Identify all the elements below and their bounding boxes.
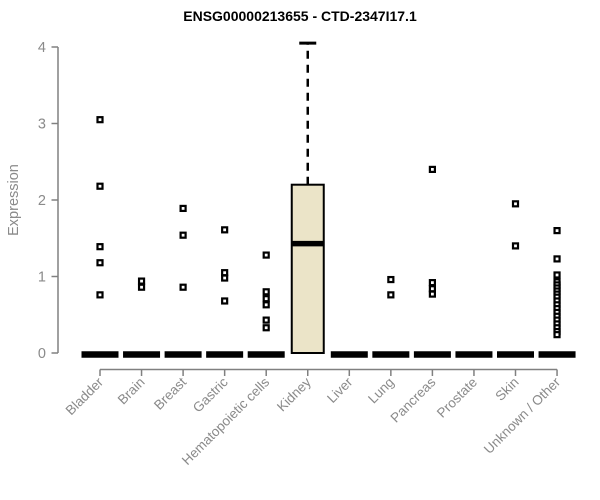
x-tick-label: Liver <box>324 374 356 406</box>
x-tick-label: Breast <box>151 374 189 412</box>
data-point <box>221 274 229 282</box>
data-point <box>179 283 187 291</box>
data-point <box>137 277 146 285</box>
data-point <box>221 297 229 305</box>
data-point <box>221 269 229 277</box>
data-point <box>221 226 229 234</box>
data-point <box>262 251 270 259</box>
data-point <box>428 285 436 293</box>
x-tick-label: Prostate <box>434 375 480 421</box>
data-point <box>96 259 104 267</box>
data-point <box>262 288 270 296</box>
y-tick-label: 3 <box>38 117 46 133</box>
x-tick-label: Bladder <box>63 374 107 418</box>
data-point <box>262 324 270 332</box>
data-point <box>428 290 436 298</box>
data-point <box>387 291 395 299</box>
data-point <box>262 295 270 303</box>
y-tick-label: 1 <box>38 270 46 286</box>
data-point <box>262 301 270 309</box>
data-point <box>428 165 436 173</box>
data-point <box>96 116 104 124</box>
data-point <box>553 331 561 339</box>
x-tick-label: Brain <box>115 375 148 408</box>
x-tick-label: Kidney <box>274 374 314 414</box>
x-tick-label: Gastric <box>190 374 231 415</box>
data-point <box>511 242 520 250</box>
data-point <box>137 283 146 291</box>
data-point <box>553 271 561 279</box>
data-point <box>428 279 436 287</box>
data-point <box>96 291 104 299</box>
y-tick-label: 0 <box>38 346 46 362</box>
x-tick-label: Lung <box>365 375 397 407</box>
data-point <box>96 182 104 190</box>
data-point <box>96 243 104 251</box>
data-point <box>553 227 561 235</box>
data-point <box>387 275 395 284</box>
x-tick-label: Skin <box>492 375 521 404</box>
data-point <box>179 231 187 239</box>
data-point <box>553 255 561 263</box>
x-tick-label: Pancreas <box>388 374 439 425</box>
data-point <box>262 316 270 324</box>
data-point <box>511 200 520 208</box>
y-tick-label: 4 <box>38 40 46 56</box>
chart-title: ENSG00000213655 - CTD-2347I17.1 <box>183 8 417 24</box>
box <box>290 183 325 354</box>
data-point <box>179 204 187 213</box>
y-tick-label: 2 <box>38 193 46 209</box>
x-tick-label: Unknown / Other <box>481 374 564 457</box>
